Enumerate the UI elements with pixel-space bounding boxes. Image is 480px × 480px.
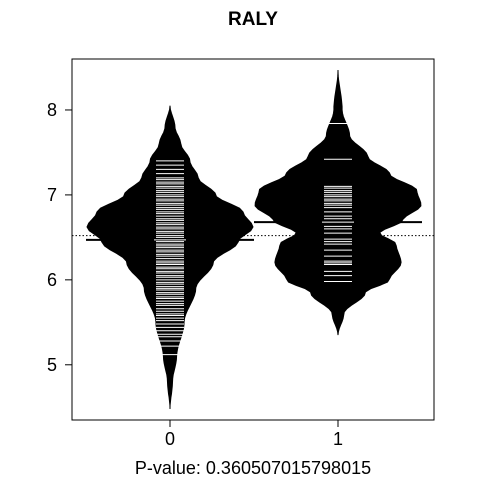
plot-frame	[71, 58, 435, 421]
axis-ticks-layer: 0 1 5 6 7 8	[47, 100, 343, 449]
x-tick-label-1: 1	[333, 429, 343, 449]
beans-layer	[72, 69, 434, 410]
x-axis-label: P-value: 0.360507015798015	[135, 458, 371, 478]
y-tick-label: 7	[47, 185, 57, 205]
y-tick-label: 5	[47, 355, 57, 375]
x-tick-label-0: 0	[165, 429, 175, 449]
bean-0	[86, 105, 254, 410]
y-tick-label: 6	[47, 270, 57, 290]
chart-title: RALY	[228, 9, 278, 30]
y-tick-label: 8	[47, 100, 57, 120]
bean-1	[254, 69, 422, 336]
